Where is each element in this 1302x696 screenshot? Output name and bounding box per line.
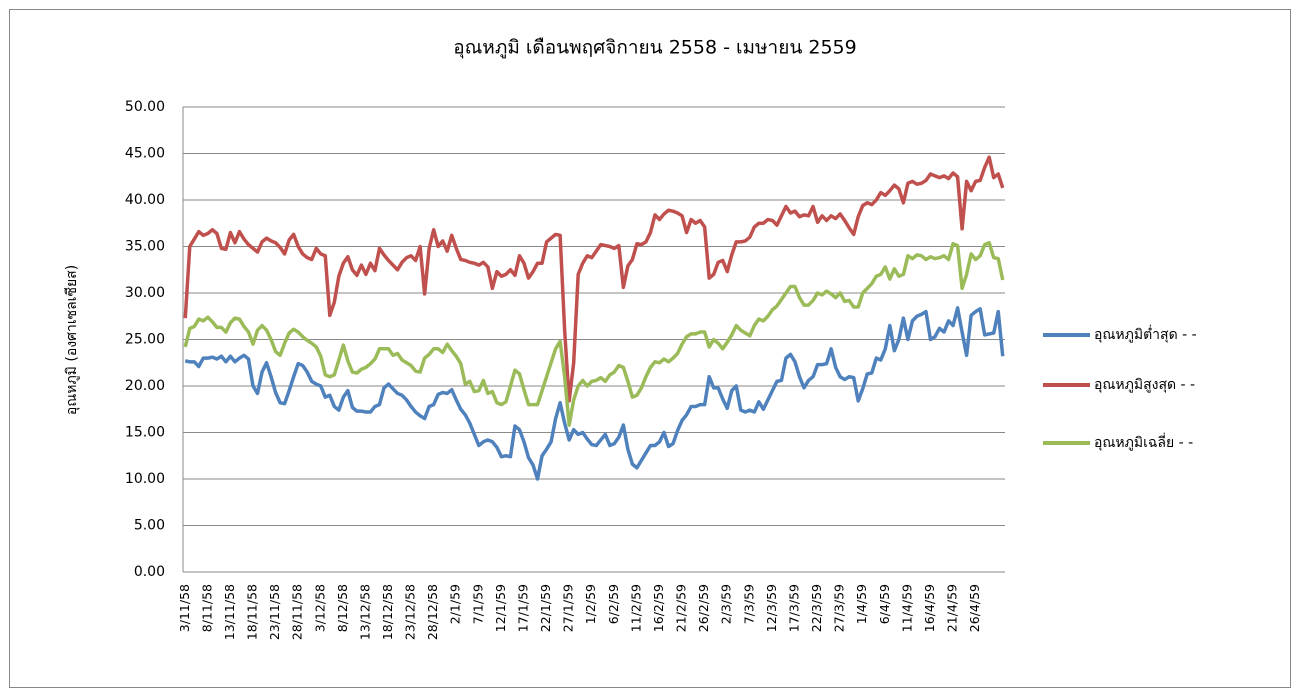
x-tick-label: 6/2/59 — [606, 584, 621, 624]
x-tick-label: 11/2/59 — [628, 584, 643, 632]
x-tick-label: 27/3/59 — [832, 584, 847, 632]
y-tick-label: 50.00 — [125, 99, 165, 115]
y-axis-label: อุณหภูมิ (องศาเซลเซียส) — [64, 265, 80, 415]
y-tick-label: 5.00 — [134, 518, 165, 534]
chart-frame — [9, 9, 1291, 688]
x-tick-label: 23/11/58 — [267, 584, 282, 640]
legend-label: อุณหภูมิต่ำสุด - - — [1094, 325, 1197, 343]
x-tick-label: 11/4/59 — [899, 584, 914, 632]
x-tick-label: 22/1/59 — [538, 584, 553, 632]
y-tick-label: 35.00 — [125, 239, 165, 255]
series-line — [183, 155, 1005, 403]
x-tick-label: 26/4/59 — [967, 584, 982, 632]
y-tick-label: 0.00 — [134, 564, 165, 580]
y-tick-label: 40.00 — [125, 192, 165, 208]
x-tick-label: 18/11/58 — [245, 584, 260, 640]
x-tick-label: 8/11/58 — [199, 584, 214, 632]
x-tick-label: 17/3/59 — [786, 584, 801, 632]
x-tick-label: 17/1/59 — [515, 584, 530, 632]
x-tick-label: 3/12/58 — [312, 584, 327, 632]
y-tick-label: 30.00 — [125, 285, 165, 301]
legend-label: อุณหภูมิเฉลี่ย - - — [1094, 433, 1193, 451]
x-tick-label: 21/2/59 — [674, 584, 689, 632]
x-tick-label: 2/3/59 — [719, 584, 734, 624]
x-tick-label: 7/1/59 — [470, 584, 485, 624]
y-tick-label: 20.00 — [125, 378, 165, 394]
y-tick-label: 45.00 — [125, 146, 165, 162]
x-tick-label: 12/1/59 — [493, 584, 508, 632]
legend-label: อุณหภูมิสูงสุด - - — [1094, 377, 1195, 393]
series-line — [183, 241, 1005, 427]
y-tick-label: 10.00 — [125, 471, 165, 487]
y-tick-label: 15.00 — [125, 425, 165, 441]
x-tick-label: 26/2/59 — [696, 584, 711, 632]
x-tick-label: 18/12/58 — [380, 584, 395, 640]
x-tick-label: 1/4/59 — [854, 584, 869, 624]
x-tick-label: 1/2/59 — [583, 584, 598, 624]
series-line — [184, 306, 1005, 481]
x-tick-label: 2/1/59 — [448, 584, 463, 624]
x-tick-label: 12/3/59 — [764, 584, 779, 632]
x-tick-label: 7/3/59 — [741, 584, 756, 624]
x-tick-label: 6/4/59 — [877, 584, 892, 624]
x-tick-label: 22/3/59 — [809, 584, 824, 632]
x-tick-label: 13/12/58 — [357, 584, 372, 640]
x-tick-label: 21/4/59 — [945, 584, 960, 632]
x-tick-label: 28/12/58 — [425, 584, 440, 640]
x-tick-label: 3/11/58 — [177, 584, 192, 632]
x-tick-label: 16/2/59 — [651, 584, 666, 632]
x-tick-label: 27/1/59 — [561, 584, 576, 632]
y-tick-label: 25.00 — [125, 332, 165, 348]
x-tick-label: 8/12/58 — [335, 584, 350, 632]
chart-title: อุณหภูมิ เดือนพฤศจิกายน 2558 - เมษายน 25… — [453, 37, 856, 60]
x-tick-label: 28/11/58 — [290, 584, 305, 640]
x-tick-label: 16/4/59 — [922, 584, 937, 632]
x-tick-label: 23/12/58 — [403, 584, 418, 640]
x-tick-label: 13/11/58 — [222, 584, 237, 640]
